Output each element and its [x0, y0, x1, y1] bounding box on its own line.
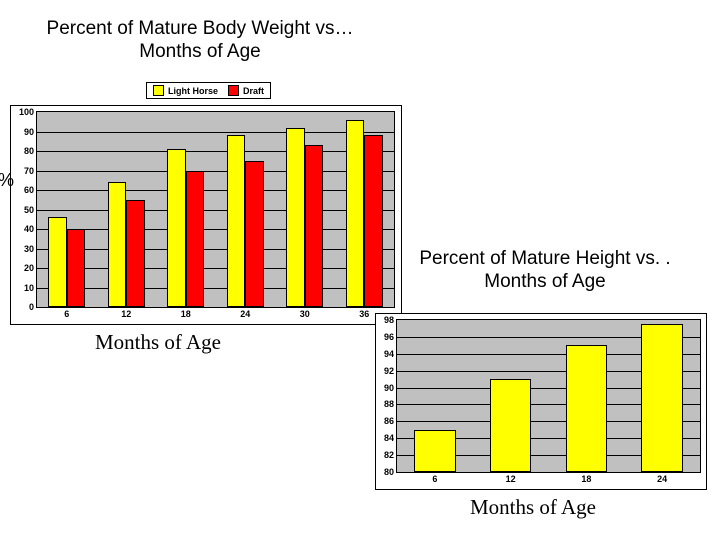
legend-swatch	[228, 85, 239, 96]
bar	[126, 200, 144, 307]
chart2-title: Percent of Mature Height vs. . Months of…	[390, 248, 700, 294]
bar	[186, 171, 204, 308]
stage: Percent of Mature Body Weight vs… Months…	[0, 0, 720, 540]
bar	[245, 161, 263, 307]
y-tick-label: 88	[384, 399, 397, 409]
gridline	[37, 151, 394, 152]
bar	[286, 128, 304, 307]
x-tick-label: 6	[432, 472, 437, 484]
x-tick-label: 24	[657, 472, 667, 484]
y-tick-label: 10	[24, 283, 37, 293]
y-tick-label: 40	[24, 224, 37, 234]
bar	[490, 379, 532, 472]
y-tick-label: 94	[384, 349, 397, 359]
gridline	[37, 171, 394, 172]
x-tick-label: 18	[581, 472, 591, 484]
y-tick-label: 90	[384, 383, 397, 393]
gridline	[37, 210, 394, 211]
gridline	[37, 190, 394, 191]
y-tick-label: 96	[384, 332, 397, 342]
y-tick-label: 60	[24, 185, 37, 195]
y-tick-label: 0	[29, 302, 37, 312]
chart1-x-label: Months of Age	[95, 330, 221, 355]
legend-label: Draft	[243, 86, 264, 96]
x-tick-label: 12	[121, 307, 131, 319]
y-tick-label: 86	[384, 416, 397, 426]
chart2-box: 80 82 84 86 88 90 92 94 96 98 6 12 18 24	[375, 313, 707, 490]
gridline	[37, 229, 394, 230]
bar	[67, 229, 85, 307]
chart1-legend: Light Horse Draft	[146, 82, 271, 99]
chart1-box: 0 10 20 30 40 50 60 70 80 90 100 6 12 18 24 30 36	[10, 105, 402, 325]
legend-swatch	[153, 85, 164, 96]
bar	[48, 217, 66, 307]
chart1-title: Percent of Mature Body Weight vs… Months…	[30, 18, 370, 64]
y-tick-label: 84	[384, 433, 397, 443]
y-tick-label: 80	[24, 146, 37, 156]
bar	[641, 324, 683, 472]
y-tick-label: 30	[24, 244, 37, 254]
bar	[414, 430, 456, 472]
chart1-plot: 010203040506070809010061218243036	[36, 111, 395, 308]
chart2-x-label: Months of Age	[470, 495, 596, 520]
bar	[346, 120, 364, 307]
y-tick-label: 70	[24, 166, 37, 176]
bar	[566, 345, 608, 472]
x-tick-label: 30	[300, 307, 310, 319]
legend-label: Light Horse	[168, 86, 218, 96]
x-tick-label: 24	[240, 307, 250, 319]
x-tick-label: 18	[181, 307, 191, 319]
y-tick-label: 100	[19, 107, 37, 117]
y-tick-label: 92	[384, 366, 397, 376]
bar	[305, 145, 323, 307]
y-tick-label: 80	[384, 467, 397, 477]
bar	[364, 135, 382, 307]
bar	[227, 135, 245, 307]
gridline	[37, 288, 394, 289]
gridline	[37, 268, 394, 269]
x-tick-label: 12	[506, 472, 516, 484]
bar	[167, 149, 185, 307]
y-tick-label: 90	[24, 127, 37, 137]
chart1-y-label: %	[0, 170, 14, 191]
y-tick-label: 98	[384, 315, 397, 325]
gridline	[37, 249, 394, 250]
chart2-plot: 808284868890929496986121824	[396, 319, 701, 473]
bar	[108, 182, 126, 307]
y-tick-label: 20	[24, 263, 37, 273]
x-tick-label: 6	[64, 307, 69, 319]
y-tick-label: 82	[384, 450, 397, 460]
gridline	[37, 132, 394, 133]
y-tick-label: 50	[24, 205, 37, 215]
x-tick-label: 36	[359, 307, 369, 319]
